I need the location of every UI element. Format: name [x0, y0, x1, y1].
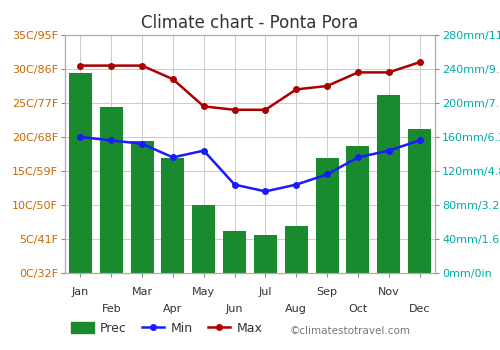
Text: Jan: Jan	[72, 287, 89, 297]
Bar	[69, 73, 92, 273]
Bar	[162, 158, 184, 273]
Bar	[316, 158, 338, 273]
Text: May: May	[192, 287, 216, 297]
Bar	[223, 231, 246, 273]
Bar	[254, 235, 277, 273]
Bar	[130, 141, 154, 273]
Bar	[284, 226, 308, 273]
Text: Sep: Sep	[316, 287, 338, 297]
Legend: Prec, Min, Max: Prec, Min, Max	[72, 322, 262, 335]
Text: ©climatestotravel.com: ©climatestotravel.com	[290, 326, 411, 336]
Bar	[377, 94, 400, 273]
Bar	[192, 205, 216, 273]
Text: Apr: Apr	[164, 304, 182, 314]
Text: Jun: Jun	[226, 304, 244, 314]
Text: Jul: Jul	[258, 287, 272, 297]
Bar	[408, 128, 431, 273]
Text: Feb: Feb	[102, 304, 121, 314]
Text: Dec: Dec	[409, 304, 430, 314]
Text: Oct: Oct	[348, 304, 368, 314]
Bar	[100, 107, 123, 273]
Text: Mar: Mar	[132, 287, 152, 297]
Title: Climate chart - Ponta Pora: Climate chart - Ponta Pora	[142, 14, 358, 32]
Text: Nov: Nov	[378, 287, 400, 297]
Text: Aug: Aug	[286, 304, 307, 314]
Bar	[346, 146, 370, 273]
